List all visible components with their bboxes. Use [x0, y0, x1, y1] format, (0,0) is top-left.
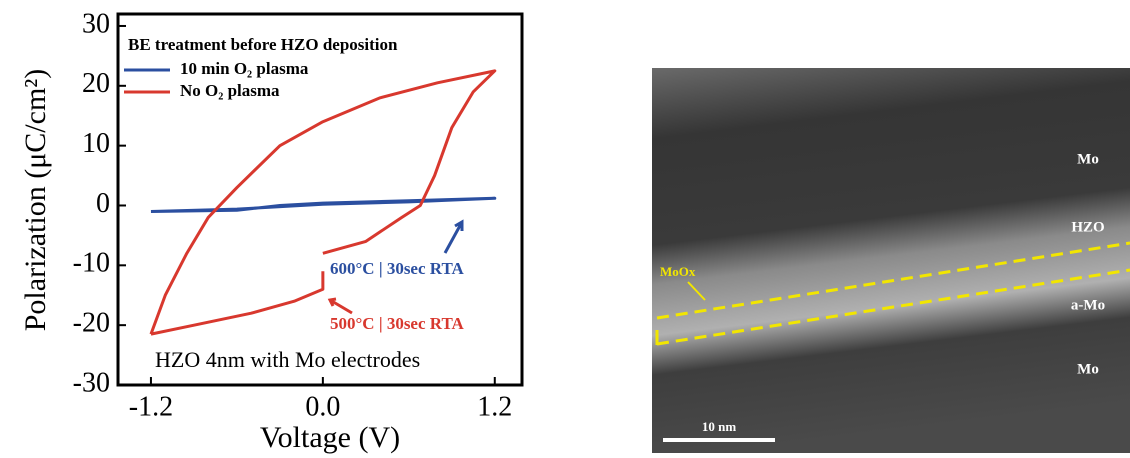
legend-title: BE treatment before HZO deposition [128, 35, 398, 54]
y-tick-label: -10 [73, 248, 110, 279]
layer-label: a-Mo [1071, 297, 1105, 313]
y-axis-label: Polarization (μC/cm²) [19, 69, 52, 332]
annotation: 600°C | 30sec RTA [330, 259, 465, 278]
tem-image [652, 68, 1130, 453]
x-tick-label: -1.2 [129, 391, 173, 422]
x-tick-label: 0.0 [305, 391, 340, 422]
layer-label: Mo [1077, 151, 1099, 167]
y-tick-label: 10 [82, 128, 110, 159]
figure: Voltage (V) Polarization (μC/cm²) BE tre… [0, 0, 1130, 458]
y-tick-label: -20 [73, 308, 110, 339]
chart: Voltage (V) Polarization (μC/cm²) BE tre… [19, 8, 522, 454]
micrograph: Mo HZO a-Mo Mo MoOx 10 nm [652, 68, 1130, 453]
annotation: HZO 4nm with Mo electrodes [155, 347, 420, 372]
legend-label: No O₂ plasma [180, 81, 280, 100]
y-tick-label: -30 [73, 367, 110, 398]
legend-label: 10 min O₂ plasma [180, 59, 309, 78]
x-tick-label: 1.2 [477, 391, 512, 422]
annotation: 500°C | 30sec RTA [330, 314, 465, 333]
y-tick-label: 20 [82, 68, 110, 99]
layer-label: MoOx [660, 264, 696, 279]
arrow [330, 299, 352, 313]
y-tick-label: 30 [82, 8, 110, 39]
x-axis-label: Voltage (V) [260, 421, 400, 454]
page: Voltage (V) Polarization (μC/cm²) BE tre… [0, 0, 1130, 458]
arrow [445, 222, 462, 253]
layer-label: Mo [1077, 361, 1099, 377]
scale-bar-label: 10 nm [702, 419, 736, 434]
series-line [151, 198, 495, 211]
y-tick-label: 0 [96, 188, 110, 219]
layer-label: HZO [1071, 219, 1104, 235]
